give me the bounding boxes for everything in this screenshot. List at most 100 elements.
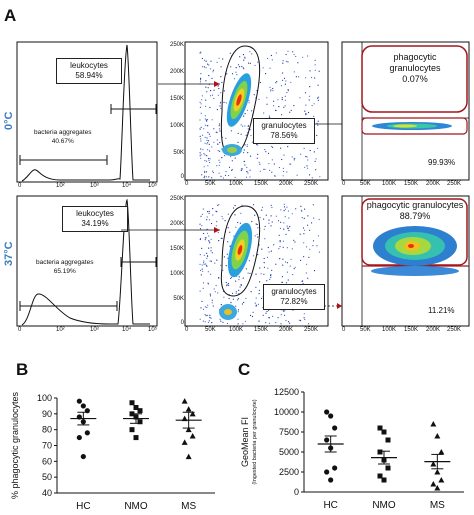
event-dot [249,51,251,53]
event-dot [208,219,211,221]
event-dot [222,58,224,60]
event-dot [220,264,222,266]
event-dot [264,225,266,228]
event-dot [244,113,246,115]
event-dot [245,176,248,178]
event-dot [303,256,305,258]
event-dot [263,168,265,170]
event-dot [284,314,286,316]
event-dot [217,231,219,234]
event-dot [243,149,245,151]
event-dot [283,206,285,208]
event-dot [244,56,246,58]
event-dot [259,281,261,283]
event-dot [227,174,230,177]
event-dot [251,141,253,143]
event-dot [284,216,286,218]
tick: 0 [342,327,346,333]
event-dot [210,222,213,225]
event-dot [258,289,260,291]
event-dot [282,72,284,74]
event-dot [300,153,302,155]
event-dot [283,154,285,156]
data-point [80,453,86,460]
event-dot [287,146,289,148]
event-dot [305,77,307,79]
event-dot [199,106,201,108]
event-dot [262,67,264,69]
tick: 100K [229,327,244,333]
event-dot [300,205,302,207]
event-dot [309,70,311,72]
event-dot [202,134,204,136]
event-dot [317,124,319,126]
event-dot [220,175,222,177]
event-dot [239,222,241,224]
event-dot [300,209,302,211]
event-dot [274,175,276,177]
event-dot [247,125,249,127]
y-tick-label: 70 [42,441,52,451]
event-dot [237,323,239,325]
event-dot [312,240,315,242]
event-dot [248,102,250,104]
event-dot [249,272,251,274]
data-point [76,398,82,404]
data-point [381,429,387,435]
data-point [377,473,383,479]
event-dot [257,254,259,256]
data-point [438,477,445,483]
event-dot [200,112,202,114]
event-dot [277,220,280,222]
event-dot [289,265,291,267]
event-dot [301,217,303,219]
phago-label-row1: phagocytic granulocytes 0.07% [370,52,460,85]
event-dot [202,270,204,272]
event-dot [222,177,224,179]
event-dot [199,52,201,54]
event-dot [209,260,211,262]
gate-label: leukocytes [76,209,114,218]
event-dot [268,115,270,117]
event-dot [200,103,202,105]
event-dot [211,322,213,324]
event-dot [199,254,201,256]
event-dot [280,221,282,223]
event-dot [210,90,212,92]
data-point [185,453,192,460]
event-dot [230,301,232,303]
event-dot [210,247,212,249]
event-dot [308,99,310,101]
event-dot [199,290,201,292]
event-dot [317,99,319,101]
event-dot [298,76,300,78]
tick: 50K [205,327,216,333]
event-dot [201,99,203,101]
event-dot [237,298,240,300]
event-dot [255,297,257,299]
y-tick-label: 12500 [274,387,299,397]
event-dot [281,281,283,283]
event-dot [261,209,263,211]
event-dot [294,241,296,243]
event-dot [243,301,245,303]
event-dot [264,149,266,151]
event-dot [286,91,288,94]
data-point [328,477,334,483]
event-dot [237,64,240,66]
event-dot [243,115,245,117]
event-dot [308,174,311,176]
event-dot [261,206,264,208]
event-dot [226,73,228,75]
event-dot [302,227,305,229]
event-dot [202,208,204,210]
event-dot [290,163,292,165]
event-dot [240,133,242,135]
event-dot [246,144,248,146]
event-dot [200,51,202,53]
event-dot [219,150,221,152]
event-dot [202,320,204,322]
event-dot [309,229,311,231]
event-dot [281,99,283,101]
event-dot [206,155,208,157]
